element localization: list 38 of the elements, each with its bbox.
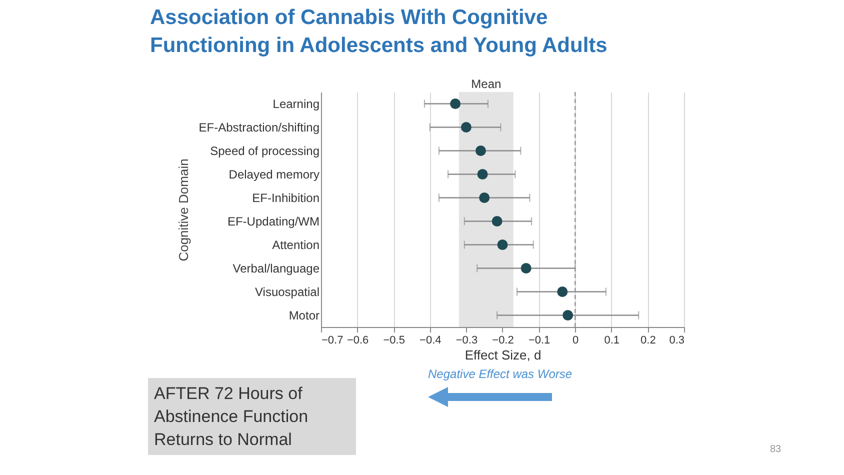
y-tick-label: Motor: [288, 308, 320, 322]
y-tick-label: EF-Abstraction/shifting: [198, 120, 320, 134]
y-tick-label: Attention: [272, 238, 320, 252]
band-label: Mean: [471, 77, 502, 91]
y-tick-label: Learning: [272, 96, 320, 111]
x-tick-label: −0.4: [420, 334, 442, 346]
text: Negative Effect was Worse: [428, 367, 572, 381]
chart-title: Association of Cannabis With Cognitive Functioning in Adolescents and Young Adults: [150, 5, 608, 59]
x-tick-label: −0.3: [456, 334, 478, 346]
x-tick-label: 0: [572, 334, 579, 346]
x-axis-title: Effect Size, d: [464, 348, 542, 362]
point: [475, 146, 486, 156]
text: AFTER 72 Hours of Abstinence Function Returns to Normal: [148, 378, 356, 455]
y-tick-label: Delayed memory: [228, 167, 320, 182]
y-tick-label: Verbal/language: [232, 261, 320, 276]
point: [460, 122, 472, 132]
x-tick-label: −0.7: [322, 334, 344, 346]
y-tick-label: Visuospatial: [255, 284, 320, 299]
x-tick-label: 0.3: [669, 334, 684, 346]
x-tick-label: −0.6: [346, 334, 369, 346]
x-tick-label: 0.2: [640, 334, 656, 346]
point: [562, 310, 574, 320]
point: [497, 240, 508, 250]
text: 83: [770, 444, 782, 455]
point: [520, 263, 532, 274]
x-tick-label: −0.2: [492, 334, 514, 346]
y-tick-label: EF-Updating/WM: [227, 214, 320, 228]
point: [477, 169, 488, 180]
y-tick-label: EF-Inhibition: [252, 190, 320, 205]
x-tick-label: 0.1: [604, 334, 620, 346]
x-tick-label: −0.1: [528, 334, 550, 346]
y-tick-label: Speed of processing: [210, 144, 320, 158]
point: [450, 98, 461, 109]
y-axis-title: Cognitive Domain: [176, 158, 191, 262]
point: [492, 216, 502, 226]
point: [479, 192, 490, 203]
point: [557, 286, 568, 297]
x-tick-label: −0.5: [383, 334, 405, 346]
